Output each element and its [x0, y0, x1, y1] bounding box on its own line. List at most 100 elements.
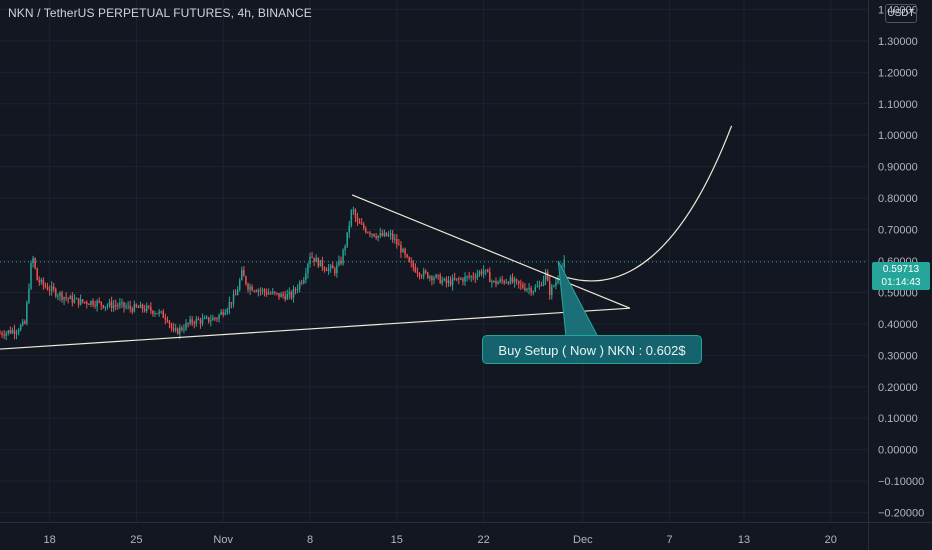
candle-body [63, 297, 65, 300]
candle-body [520, 283, 522, 285]
candle-body [185, 323, 187, 330]
candle-body [174, 328, 177, 331]
candle-body [437, 274, 439, 276]
candle-body [414, 267, 417, 273]
candle-body [164, 317, 167, 320]
candle-body [46, 287, 49, 290]
candle-body [517, 280, 520, 284]
candle-body [371, 233, 373, 235]
candle-body [274, 291, 276, 293]
candle-body [36, 268, 38, 281]
last-price-value: 0.59713 [882, 264, 920, 275]
candle-body [536, 286, 539, 288]
candle-body [532, 291, 534, 293]
y-tick-label: 0.90000 [878, 162, 918, 174]
candle-body [420, 275, 423, 277]
candle-body [98, 301, 100, 303]
candle-body [557, 279, 559, 283]
candle-body [201, 318, 204, 324]
candle-body [176, 328, 179, 334]
x-tick-label: Dec [573, 534, 593, 546]
candle-body [524, 287, 526, 291]
candle-body [478, 271, 481, 275]
candle-body [104, 306, 107, 308]
x-tick-label: 15 [391, 534, 403, 546]
candle-body [259, 290, 262, 292]
y-tick-label: 0.00000 [878, 445, 918, 457]
candle-body [344, 246, 346, 251]
candle-body [77, 298, 80, 305]
candle-body [19, 325, 22, 331]
candle-body [137, 306, 140, 308]
candle-body [489, 271, 491, 283]
candle-body [55, 289, 57, 297]
candle-body [431, 276, 433, 281]
candle-body [75, 298, 78, 300]
candle-body [451, 278, 454, 286]
candle-body [449, 280, 452, 286]
candle-body [400, 244, 402, 253]
candle-body [90, 300, 92, 305]
candle-body [480, 271, 483, 275]
candle-body [162, 311, 165, 318]
candle-body [230, 302, 233, 304]
candle-body [102, 305, 105, 308]
candle-body [145, 306, 148, 311]
candle-body [34, 258, 36, 269]
candle-body [474, 277, 477, 279]
candle-body [226, 309, 229, 313]
resistance-trendline [351, 194, 631, 309]
x-tick-label: 18 [43, 534, 55, 546]
candle-body [429, 276, 431, 279]
candle-body [243, 270, 245, 277]
candle-body [28, 288, 30, 303]
candle-body [387, 234, 390, 236]
x-tick-label: 13 [738, 534, 750, 546]
candle-body [338, 260, 340, 266]
projection-curve [564, 125, 733, 282]
candle-body [121, 302, 123, 304]
candle-body [251, 286, 253, 291]
candle-body [553, 285, 555, 287]
currency-button[interactable]: USDT [885, 4, 917, 23]
candle-body [71, 296, 74, 303]
candle-body [44, 285, 47, 288]
candle-body [156, 313, 158, 315]
x-tick-label: 25 [130, 534, 142, 546]
candle-body [92, 300, 94, 305]
candle-body [385, 232, 388, 236]
candle-body [445, 278, 448, 283]
x-tick-label: 7 [667, 534, 673, 546]
candle-body [131, 308, 134, 312]
candle-body [305, 273, 307, 280]
candle-body [236, 289, 239, 296]
candle-body [133, 304, 136, 312]
candle-body [193, 322, 196, 324]
candle-body [207, 317, 210, 322]
candle-body [166, 319, 169, 322]
candle-body [548, 281, 551, 295]
candle-body [125, 306, 127, 308]
candle-body [189, 319, 191, 324]
candle-body [383, 232, 386, 236]
candle-body [228, 302, 231, 310]
candle-body [424, 270, 427, 273]
candle-body [334, 268, 336, 274]
buy-setup-callout[interactable]: Buy Setup ( Now ) NKN : 0.602$ [482, 335, 702, 364]
candle-body [127, 305, 129, 307]
candle-body [94, 304, 96, 307]
candle-body [139, 304, 142, 308]
candle-body [265, 291, 268, 295]
candle-body [205, 317, 208, 319]
candle-body [261, 289, 264, 291]
candle-body [1, 333, 3, 335]
candle-body [453, 278, 456, 280]
candle-body [21, 321, 24, 326]
candle-body [114, 305, 117, 307]
candle-body [486, 269, 489, 272]
y-tick-label: 1.00000 [878, 130, 918, 142]
y-tick-label: 0.40000 [878, 319, 918, 331]
candle-body [158, 311, 160, 314]
